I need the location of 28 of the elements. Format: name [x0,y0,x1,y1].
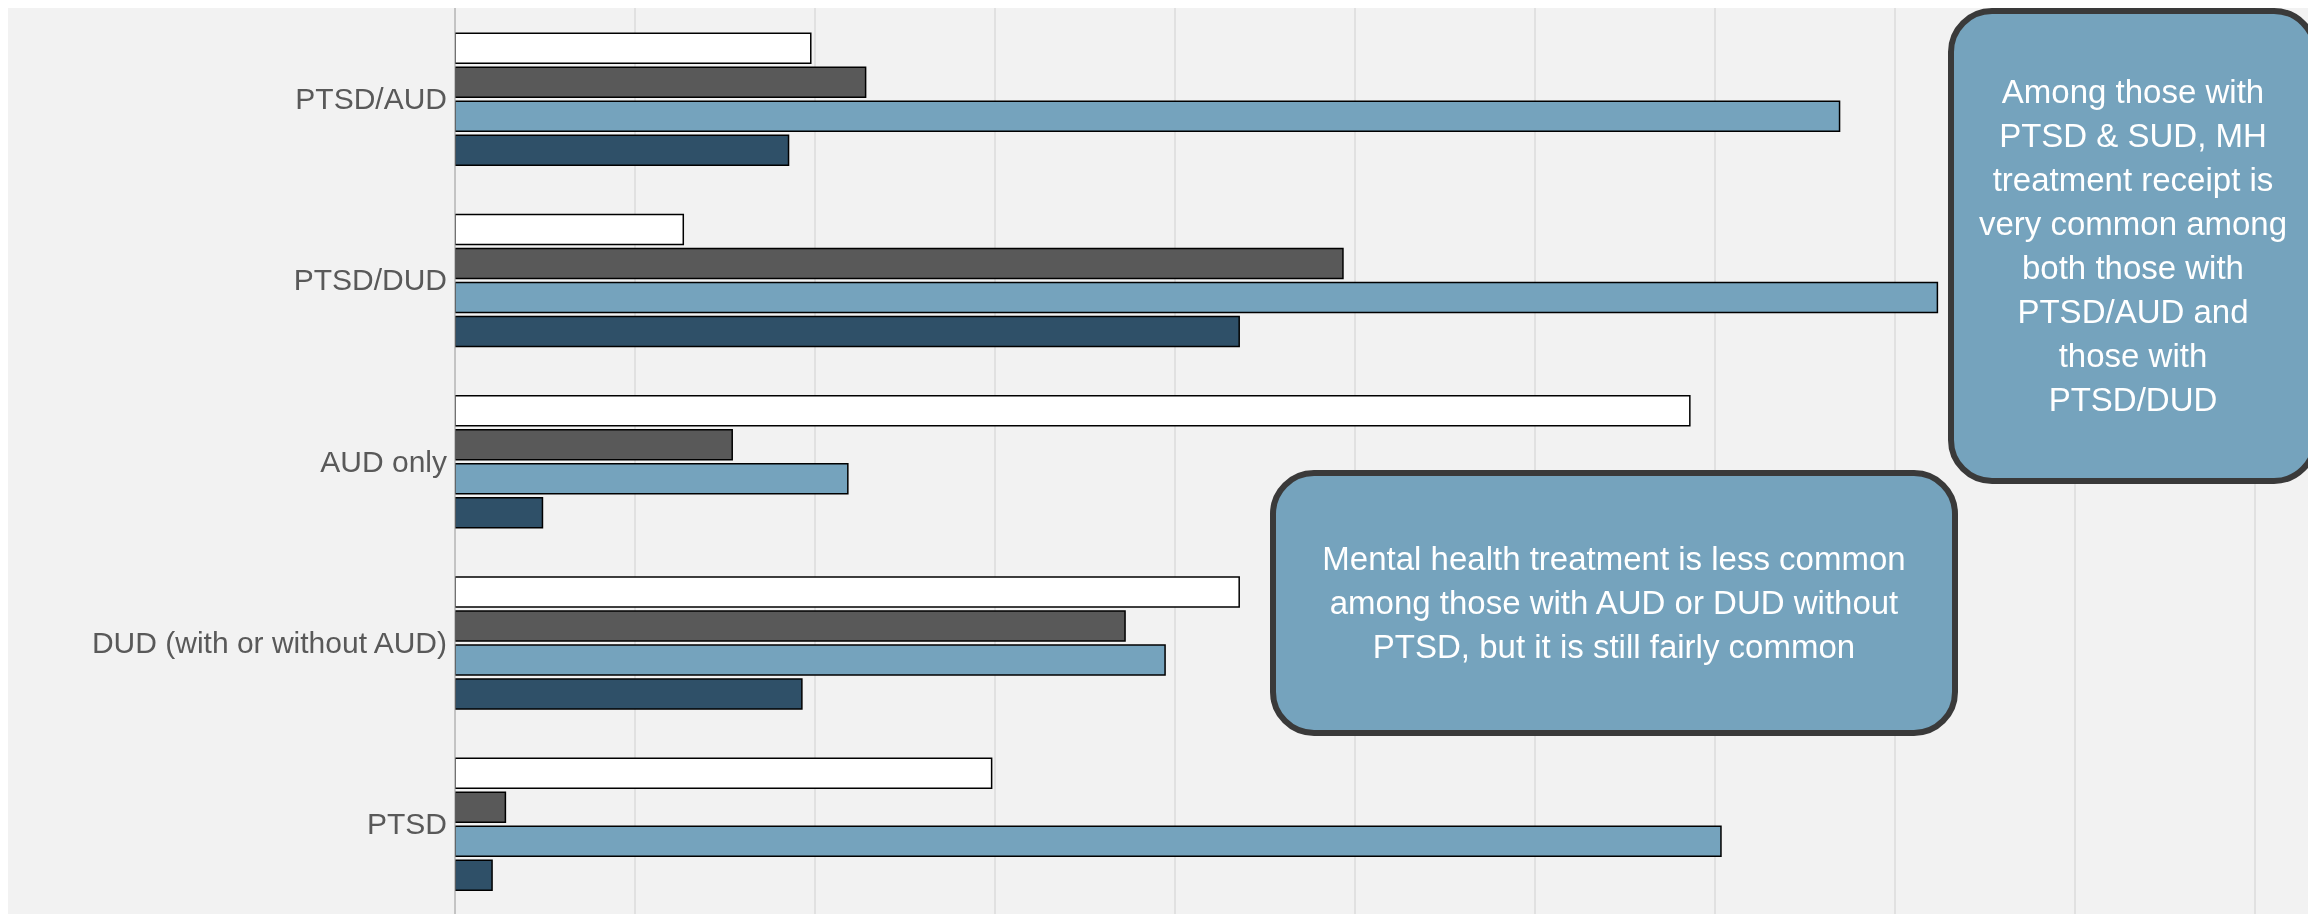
bar [455,463,849,495]
y-tick-label: AUD only [320,444,447,478]
bar [455,32,812,65]
bar [455,825,1722,857]
bar [455,429,733,461]
bar [455,757,993,789]
bar [455,100,1841,133]
y-tick-label: PTSD/DUD [293,263,447,297]
bar [455,247,1344,280]
y-tick-label: DUD (with or without AUD) [91,625,447,659]
bar [455,281,1939,314]
bar [455,678,803,710]
callout-box: Among those with PTSD & SUD, MH treatment receipt is very common among both those with PTSD/AUD and those with PTSD/DUD [1948,8,2308,484]
bar [455,610,1126,642]
bar [455,315,1240,348]
annotation: Mental health treatment is less common among those with AUD or DUD without PTSD, but it is still fairly common [1321,539,1907,667]
bar [455,395,1691,427]
bar [455,497,544,529]
bar [455,213,685,246]
callout-box: Mental health treatment is less common among those with AUD or DUD without PTSD, but it is still fairly common [1270,470,1958,736]
bar [455,644,1166,676]
bar [455,859,493,891]
bar [455,791,507,823]
bar [455,576,1240,608]
bar [455,134,790,167]
y-tick-label: PTSD [366,807,447,841]
y-tick-label: PTSD/AUD [295,82,447,116]
bar [455,66,867,99]
